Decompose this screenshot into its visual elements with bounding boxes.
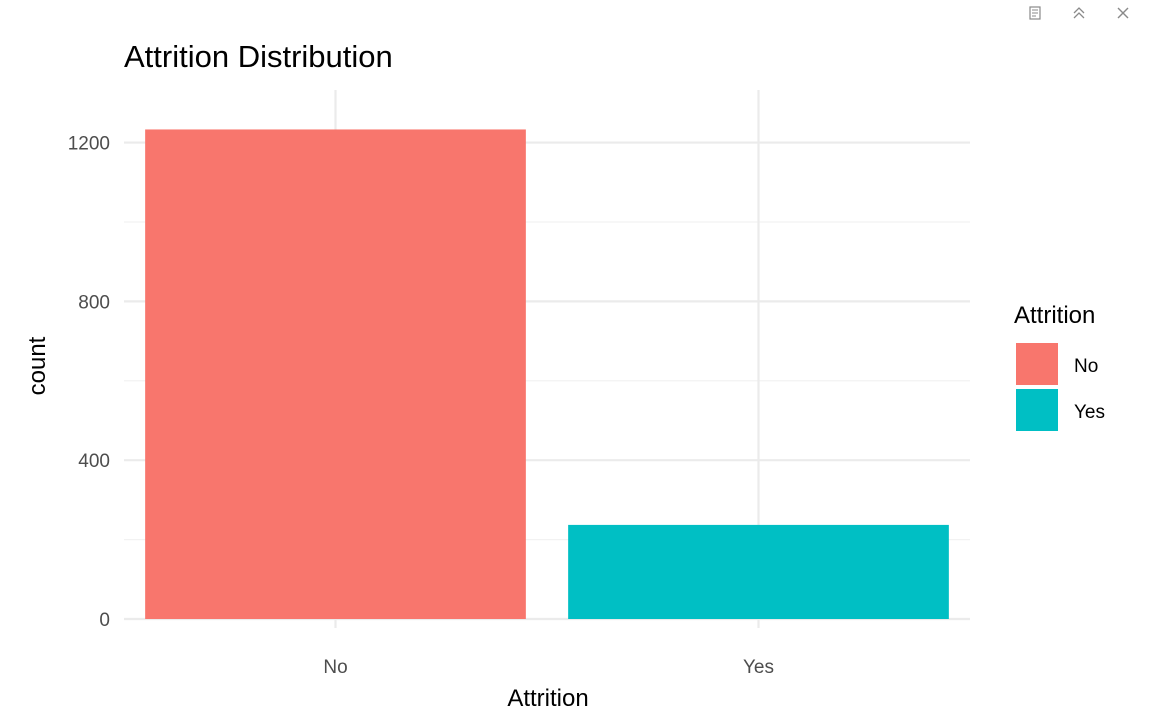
y-axis: 0 400 800 1200 xyxy=(68,134,110,631)
plot-toolbar xyxy=(1026,0,1132,26)
x-tick-label: Yes xyxy=(743,657,774,678)
close-icon[interactable] xyxy=(1114,4,1132,22)
y-tick-label: 0 xyxy=(99,610,110,631)
collapse-icon[interactable] xyxy=(1070,4,1088,22)
x-axis-title: Attrition xyxy=(507,685,588,712)
legend: Attrition No Yes xyxy=(1014,302,1105,431)
x-axis: No Yes xyxy=(323,657,774,678)
popout-icon[interactable] xyxy=(1026,4,1044,22)
legend-label: Yes xyxy=(1074,402,1105,423)
legend-label: No xyxy=(1074,356,1098,377)
y-axis-title: count xyxy=(24,336,51,395)
chart-title: Attrition Distribution xyxy=(124,39,393,74)
y-tick-label: 1200 xyxy=(68,134,110,155)
legend-title: Attrition xyxy=(1014,302,1095,329)
bar-no xyxy=(145,129,526,619)
bars-layer xyxy=(145,129,949,619)
y-tick-label: 400 xyxy=(78,451,110,472)
legend-key-no xyxy=(1016,343,1058,385)
x-tick-label: No xyxy=(323,657,347,678)
bar-yes xyxy=(568,524,949,619)
legend-key-yes xyxy=(1016,389,1058,431)
y-tick-label: 800 xyxy=(78,292,110,313)
